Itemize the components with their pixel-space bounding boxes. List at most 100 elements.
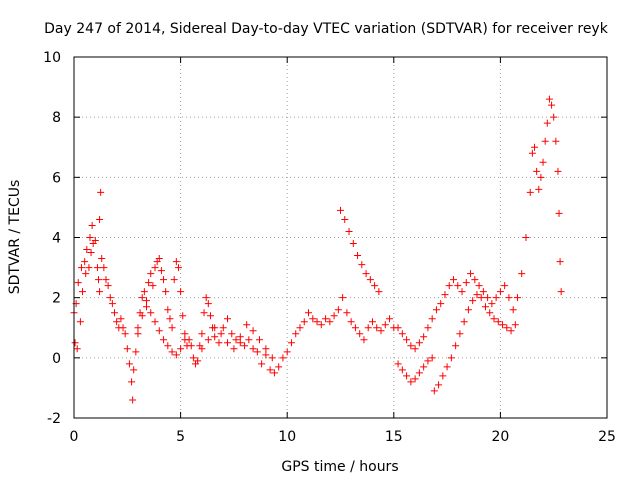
data-point	[189, 354, 197, 362]
data-point	[518, 270, 526, 278]
data-point	[337, 206, 344, 214]
data-point	[162, 288, 170, 296]
data-point	[373, 324, 381, 332]
data-point	[138, 312, 146, 320]
data-point	[420, 363, 428, 371]
data-point	[283, 348, 291, 356]
data-point	[177, 345, 185, 353]
data-point	[95, 276, 103, 284]
data-point	[432, 306, 440, 314]
data-point	[334, 306, 342, 314]
data-point	[509, 306, 517, 314]
data-point	[181, 336, 189, 344]
data-point	[345, 227, 353, 235]
data-point	[164, 306, 172, 314]
data-point	[481, 303, 489, 311]
data-point	[228, 330, 236, 338]
data-point	[513, 294, 521, 302]
data-point	[117, 315, 125, 323]
data-point	[155, 327, 163, 335]
data-point	[556, 258, 564, 266]
data-point	[224, 315, 232, 323]
data-point	[503, 324, 511, 332]
data-point	[236, 339, 244, 347]
data-point	[73, 345, 81, 353]
data-point	[317, 321, 325, 329]
data-point	[198, 345, 206, 353]
data-point	[386, 315, 394, 323]
data-point	[155, 255, 163, 263]
data-point	[439, 372, 447, 380]
data-point	[179, 312, 187, 320]
data-point	[76, 318, 84, 326]
data-point	[249, 327, 257, 335]
data-point	[351, 324, 359, 332]
axis-ticks: 0 5 10 15 20 25 -2 0 2 4 6 8 10	[43, 50, 616, 445]
data-point	[452, 342, 460, 350]
x-tick-label: 10	[278, 429, 296, 445]
data-point	[449, 276, 457, 284]
data-point	[166, 315, 174, 323]
data-point	[471, 276, 479, 284]
data-point	[343, 309, 351, 317]
data-point	[543, 119, 551, 127]
data-point	[287, 339, 295, 347]
data-point	[322, 315, 330, 323]
data-point	[279, 354, 287, 362]
data-point	[104, 282, 112, 290]
data-point	[74, 279, 82, 287]
chart-title: Day 247 of 2014, Sidereal Day-to-day VTE…	[44, 21, 609, 37]
data-point	[149, 282, 157, 290]
data-point	[123, 345, 131, 353]
data-point	[403, 336, 411, 344]
data-point	[464, 306, 472, 314]
data-point	[97, 188, 105, 196]
data-point	[477, 294, 485, 302]
data-points	[70, 95, 565, 404]
data-point	[174, 264, 182, 272]
data-point	[224, 339, 232, 347]
data-point	[245, 336, 253, 344]
data-point	[511, 321, 519, 329]
data-point	[206, 312, 214, 320]
data-point	[164, 342, 172, 350]
data-point	[326, 318, 334, 326]
data-point	[415, 369, 423, 377]
data-point	[505, 294, 513, 302]
data-point	[138, 294, 146, 302]
data-point	[548, 101, 556, 109]
data-point	[96, 215, 104, 223]
data-point	[134, 330, 142, 338]
data-point	[292, 330, 300, 338]
data-point	[71, 339, 79, 347]
data-point	[168, 348, 176, 356]
x-axis-label: GPS time / hours	[281, 459, 398, 475]
data-point	[98, 255, 106, 263]
data-point	[467, 270, 475, 278]
data-point	[360, 336, 368, 344]
data-point	[492, 294, 500, 302]
data-point	[441, 291, 449, 299]
data-point	[232, 336, 240, 344]
data-point	[157, 267, 165, 275]
data-point	[445, 282, 453, 290]
data-point	[537, 173, 545, 181]
data-point	[381, 321, 389, 329]
data-point	[554, 167, 562, 175]
data-point	[258, 360, 266, 368]
data-point	[86, 234, 94, 241]
x-tick-label: 20	[491, 429, 509, 445]
data-point	[121, 330, 129, 338]
data-point	[230, 345, 238, 353]
data-point	[411, 345, 419, 353]
data-point	[415, 339, 423, 347]
data-point	[194, 357, 202, 365]
data-point	[552, 137, 560, 145]
data-point	[79, 288, 87, 296]
data-point	[262, 345, 270, 353]
y-tick-label: 4	[52, 231, 61, 247]
data-point	[531, 143, 539, 151]
data-point	[356, 330, 364, 338]
data-point	[147, 270, 155, 278]
